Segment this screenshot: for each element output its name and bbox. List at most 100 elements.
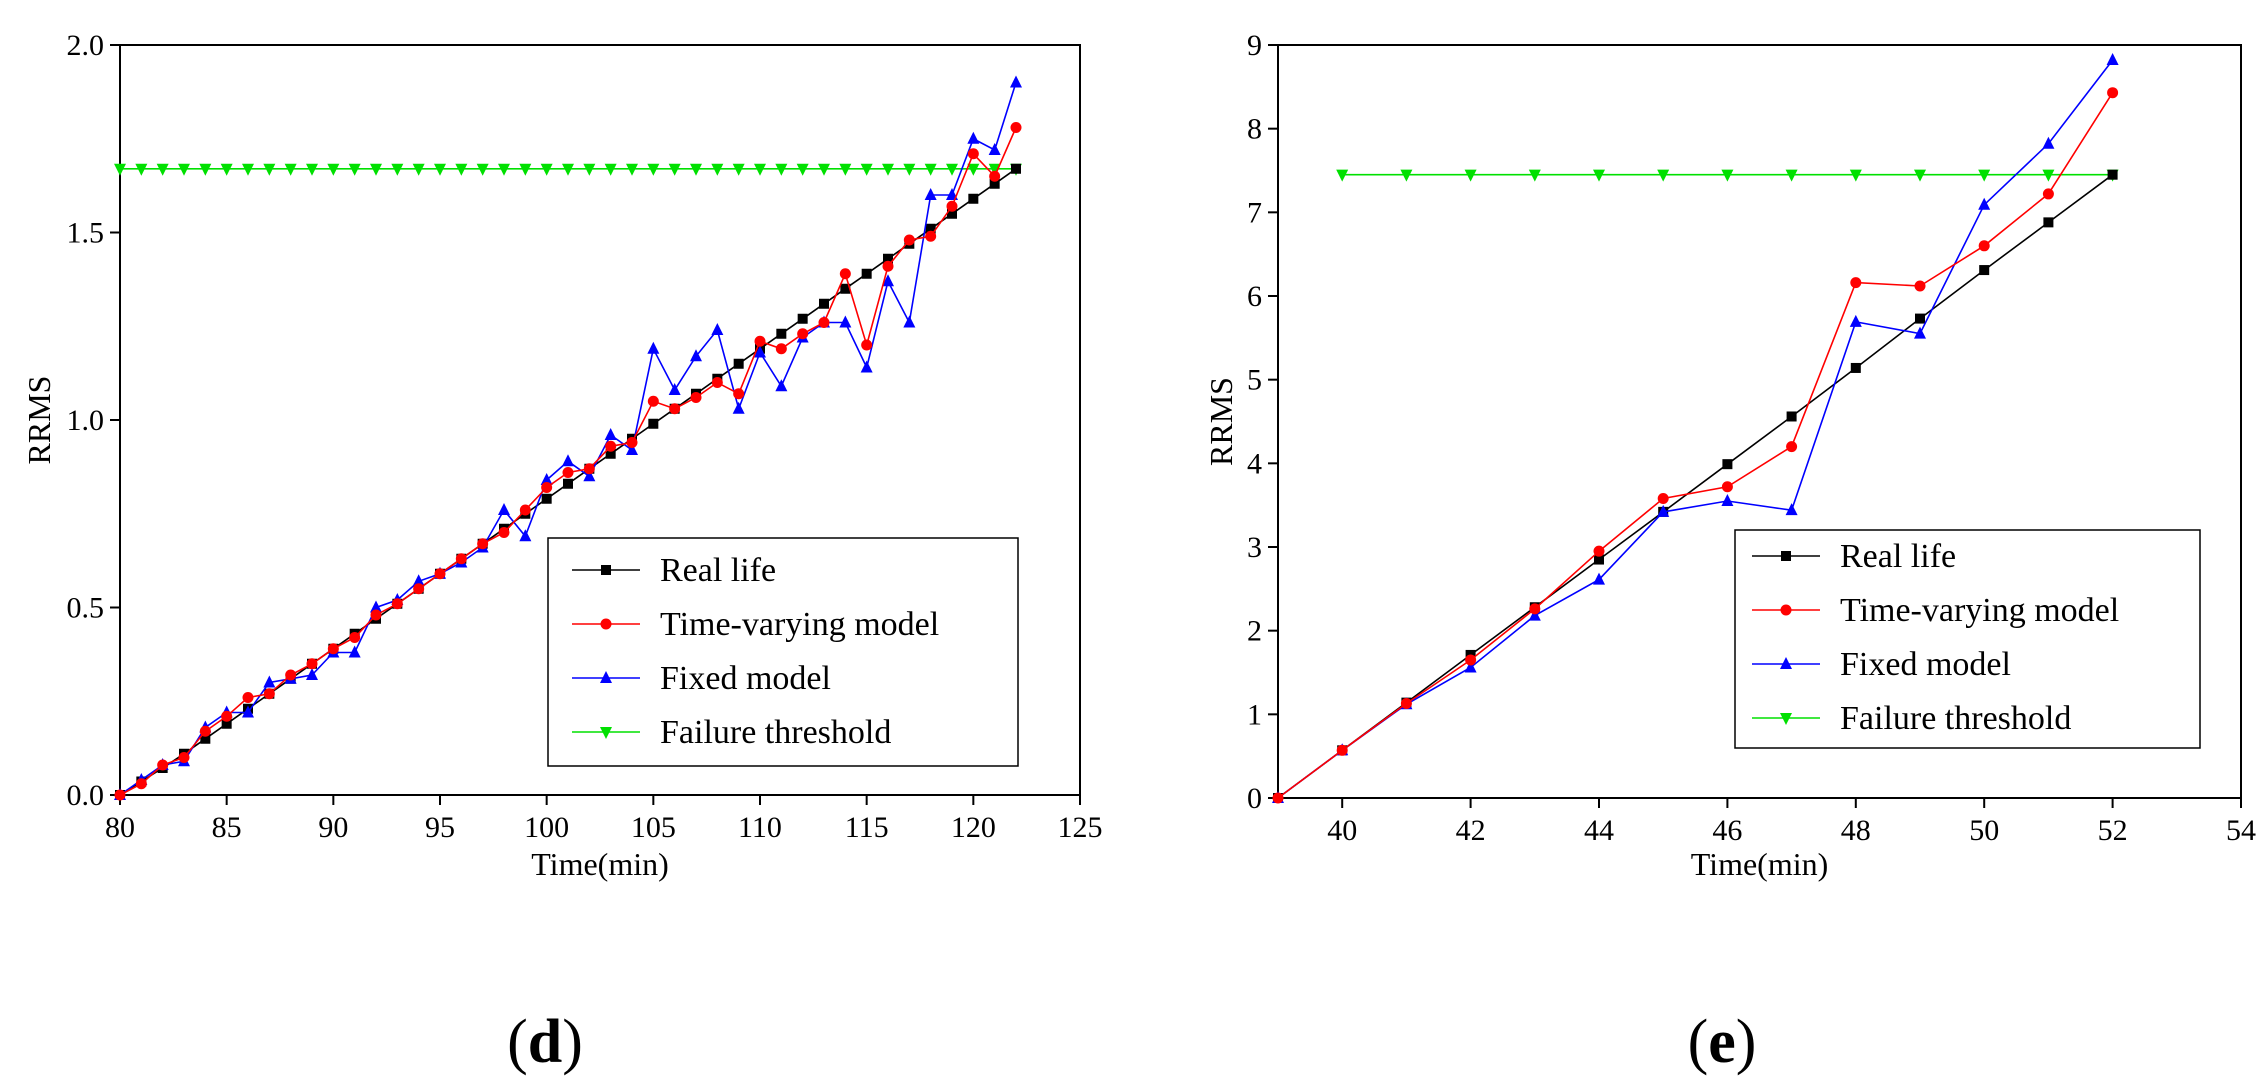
data-point	[648, 418, 659, 429]
data-point	[200, 733, 211, 744]
data-point	[1010, 122, 1022, 133]
data-point	[541, 482, 553, 493]
data-point	[541, 493, 552, 504]
x-tick-label: 50	[1969, 814, 1999, 847]
data-point	[989, 170, 1001, 182]
data-point	[989, 178, 1000, 189]
legend-box	[1734, 529, 2201, 749]
legend-marker	[600, 727, 612, 739]
x-tick-label: 100	[524, 811, 569, 844]
data-point	[178, 752, 190, 763]
data-point	[242, 705, 254, 718]
data-point	[455, 163, 468, 176]
y-tick-label: 6	[1247, 280, 1262, 313]
data-point	[370, 163, 382, 176]
data-point	[754, 335, 766, 347]
y-tick-label: 1.5	[67, 217, 105, 250]
data-point	[1336, 744, 1348, 756]
data-point	[924, 188, 937, 200]
legend-label: Time-varying model	[1840, 592, 2119, 629]
data-point	[583, 163, 596, 176]
data-point	[733, 358, 744, 369]
data-point	[882, 274, 894, 287]
data-point	[754, 345, 766, 358]
data-point	[370, 609, 382, 621]
data-point	[754, 163, 766, 176]
data-point	[775, 379, 788, 392]
data-point	[605, 440, 617, 452]
data-point	[178, 163, 190, 176]
data-point	[242, 163, 254, 176]
data-point	[1593, 572, 1605, 585]
data-point	[732, 401, 745, 414]
data-point	[391, 163, 404, 176]
legend-label: Failure threshold	[1840, 700, 2071, 737]
legend-label: Failure threshold	[660, 714, 891, 751]
y-axis-title: RRMS	[21, 376, 57, 465]
data-point	[391, 598, 403, 610]
data-point	[498, 503, 510, 515]
data-point	[711, 323, 724, 335]
data-point	[882, 260, 894, 272]
data-point	[967, 163, 980, 176]
data-point	[2107, 169, 2118, 180]
data-point	[114, 789, 126, 801]
y-axis-title: RRMS	[1203, 377, 1239, 466]
chart-d: 80 85 90 95 100 105 110 115 120 125 0.0 0.5 1.0 1.5 2.…	[21, 29, 1103, 882]
data-point	[967, 131, 980, 144]
data-point	[1528, 608, 1541, 621]
data-point	[1465, 654, 1477, 666]
data-point	[776, 328, 787, 339]
x-tick-label: 40	[1327, 814, 1357, 847]
series-time-varying-model	[114, 122, 1022, 801]
data-point	[540, 163, 553, 176]
y-tick-label: 0.0	[67, 779, 105, 812]
data-point	[1785, 503, 1798, 516]
data-point	[562, 454, 574, 467]
data-point	[946, 200, 958, 212]
data-point	[775, 163, 788, 176]
x-tick-label: 48	[1841, 814, 1871, 847]
x-tick-label: 46	[1712, 814, 1742, 847]
data-point	[157, 759, 169, 771]
data-point	[583, 463, 595, 475]
data-point	[860, 360, 873, 373]
legend-label: Real life	[1840, 538, 1956, 575]
data-point	[519, 163, 532, 176]
data-point	[946, 163, 958, 176]
data-point	[412, 163, 425, 176]
data-point	[242, 692, 254, 703]
data-point	[1010, 75, 1022, 88]
data-point	[1657, 169, 1670, 182]
data-point	[711, 377, 723, 388]
data-point	[775, 343, 787, 355]
data-point	[988, 143, 1001, 155]
data-point	[626, 163, 638, 176]
x-axis-title: Time(min)	[1691, 846, 1829, 882]
legend-marker	[601, 565, 611, 575]
y-tick-label: 3	[1247, 531, 1262, 564]
data-point	[647, 341, 660, 354]
x-tick-label: 44	[1584, 814, 1614, 847]
data-point	[839, 268, 851, 280]
data-point	[348, 645, 361, 658]
data-point	[1721, 493, 1734, 506]
data-point	[604, 163, 617, 176]
series-time-varying-model	[1272, 87, 2119, 804]
data-point	[796, 163, 809, 176]
data-point	[284, 163, 297, 176]
data-point	[1593, 545, 1605, 557]
data-point	[135, 163, 148, 176]
data-point	[327, 643, 339, 655]
data-point	[626, 437, 638, 448]
data-point	[1786, 441, 1798, 453]
data-point	[221, 710, 233, 722]
data-point	[156, 163, 169, 176]
data-point	[562, 163, 574, 176]
data-point	[498, 163, 510, 176]
x-tick-label: 110	[738, 811, 782, 844]
data-point	[1850, 362, 1861, 373]
data-point	[903, 315, 916, 328]
data-point	[925, 230, 937, 242]
